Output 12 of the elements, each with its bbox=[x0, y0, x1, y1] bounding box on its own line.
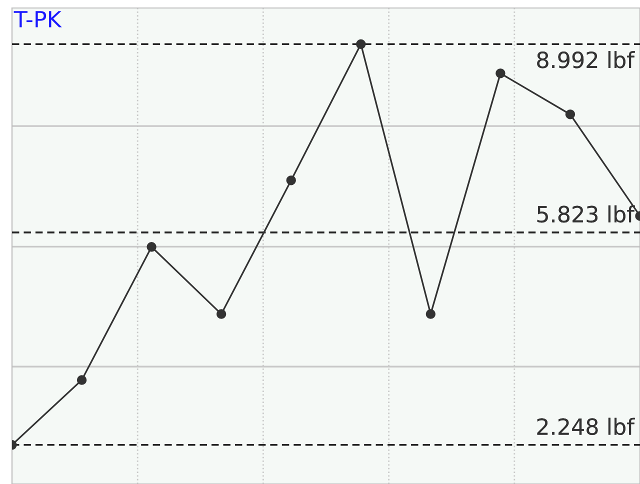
ref-line-label: 8.992 lbf bbox=[537, 51, 635, 68]
point bbox=[496, 68, 506, 78]
chart-title: T-PK bbox=[14, 11, 62, 28]
point bbox=[286, 175, 296, 186]
point bbox=[565, 110, 576, 120]
point bbox=[426, 309, 436, 319]
point bbox=[76, 375, 87, 385]
ref-line-label: 2.248 lbf bbox=[537, 418, 635, 436]
point bbox=[356, 39, 366, 49]
ref-line-label: 5.823 lbf bbox=[537, 205, 635, 223]
point bbox=[146, 242, 156, 252]
point bbox=[216, 309, 226, 319]
